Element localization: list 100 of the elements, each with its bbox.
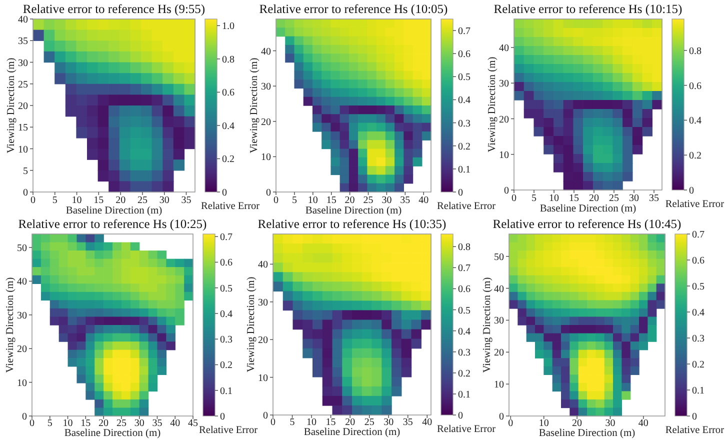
y-axis-title: Viewing Direction (m) xyxy=(246,276,257,372)
chart-title: Relative error to reference Hs (10:45) xyxy=(492,217,682,231)
x-tick-label: 20 xyxy=(116,195,126,206)
color-bar-label: 0.6 xyxy=(458,49,470,60)
y-tick-label: 0 xyxy=(504,186,509,196)
color-bar-label: 0.5 xyxy=(692,282,704,292)
y-tick-label: 10 xyxy=(499,150,509,161)
color-bar-label: 0.6 xyxy=(220,258,232,269)
x-tick-label: 20 xyxy=(344,195,355,206)
y-tick-label: 50 xyxy=(17,242,27,254)
y-axis-title: Viewing Direction (m) xyxy=(482,276,493,373)
x-tick-label: 35 xyxy=(181,195,192,206)
y-axis-title: Viewing Direction (m) xyxy=(6,57,17,154)
y-tick-label: 30 xyxy=(499,78,509,90)
color-bar-label: 0.2 xyxy=(458,368,470,380)
x-tick-label: 30 xyxy=(605,418,616,429)
x-tick-label: 25 xyxy=(137,195,148,206)
x-tick-label: 10 xyxy=(308,195,318,206)
y-tick-label: 20 xyxy=(258,335,268,346)
y-tick-label: 10 xyxy=(17,378,27,389)
chart-title: Relative error to reference Hs (10:15) xyxy=(494,2,682,16)
color-bar-label: 0.3 xyxy=(220,334,232,346)
y-tick-label: 20 xyxy=(17,344,27,356)
color-bar-title: Relative Error xyxy=(665,425,725,436)
x-tick-label: 30 xyxy=(134,418,144,429)
x-tick-label: 30 xyxy=(382,195,392,206)
x-tick-label: 35 xyxy=(400,195,410,206)
y-tick-label: 30 xyxy=(18,58,28,69)
x-tick-label: 25 xyxy=(364,417,374,428)
x-tick-label: 0 xyxy=(30,195,36,206)
color-bar-title: Relative Error xyxy=(201,201,260,212)
color-bar-label: 0.4 xyxy=(222,120,234,132)
x-tick-label: 40 xyxy=(418,195,429,206)
y-tick-label: 30 xyxy=(258,297,268,308)
y-tick-label: 20 xyxy=(494,348,504,359)
color-bar-label: 0.1 xyxy=(458,389,470,400)
y-tick-label: 20 xyxy=(499,114,509,126)
color-bar-label: 0.2 xyxy=(689,150,702,162)
y-tick-label: 30 xyxy=(17,310,27,322)
x-tick-label: 15 xyxy=(94,195,104,206)
color-bar-label: 0.3 xyxy=(692,334,704,344)
y-tick-label: 10 xyxy=(494,380,504,391)
color-bar-label: 0.6 xyxy=(692,256,704,266)
color-bar-label: 0.5 xyxy=(458,72,470,84)
x-tick-label: 10 xyxy=(306,417,317,428)
x-tick-label: 30 xyxy=(159,195,170,206)
chart-title: Relative error to reference Hs (9:55) xyxy=(22,2,206,16)
x-tick-label: 15 xyxy=(326,195,336,206)
color-bar-label: 0.8 xyxy=(689,46,702,57)
chart-title: Relative error to reference Hs (10:25) xyxy=(18,217,207,231)
x-axis-title: Baseline Direction (m) xyxy=(540,204,637,214)
x-tick-label: 35 xyxy=(649,193,659,204)
x-tick-label: 5 xyxy=(532,193,536,204)
color-bar-label: 0.4 xyxy=(458,326,470,338)
color-bar-label: 0.4 xyxy=(458,95,470,106)
color-bar-label: 0.6 xyxy=(689,80,702,92)
x-tick-label: 20 xyxy=(345,417,356,428)
x-tick-label: 20 xyxy=(589,193,599,204)
x-tick-label: 5 xyxy=(290,417,295,428)
x-tick-label: 20 xyxy=(98,418,109,429)
x-tick-label: 10 xyxy=(62,418,73,429)
x-tick-label: 10 xyxy=(538,418,549,429)
x-axis-title: Baseline Direction (m) xyxy=(538,428,636,439)
y-tick-label: 40 xyxy=(258,260,268,271)
color-bar-label: 0.4 xyxy=(692,308,704,318)
color-bar-label: 0.1 xyxy=(692,386,704,396)
y-tick-label: 40 xyxy=(499,43,509,54)
color-bar-label: 0.7 xyxy=(458,263,470,274)
x-tick-label: 10 xyxy=(549,193,559,204)
x-tick-label: 45 xyxy=(188,418,198,429)
chart-title: Relative error to reference Hs (10:35) xyxy=(258,217,446,231)
color-bar-title: Relative Error xyxy=(665,199,725,210)
y-tick-label: 35 xyxy=(18,36,28,48)
y-axis-title: Viewing Direction (m) xyxy=(487,56,498,152)
x-tick-label: 5 xyxy=(52,195,58,206)
x-tick-label: 15 xyxy=(569,193,579,204)
x-tick-label: 25 xyxy=(609,193,619,204)
color-bar-label: 0.4 xyxy=(689,116,702,127)
x-tick-label: 5 xyxy=(292,195,297,206)
y-tick-label: 30 xyxy=(261,82,271,93)
y-tick-label: 5 xyxy=(23,166,28,177)
y-tick-label: 40 xyxy=(494,284,504,295)
x-axis-title: Baseline Direction (m) xyxy=(305,206,402,216)
color-bar-label: 0.6 xyxy=(458,284,470,296)
color-bar-label: 0.7 xyxy=(220,232,232,244)
x-axis-title: Baseline Direction (m) xyxy=(64,428,162,439)
color-bar-title: Relative Error xyxy=(199,425,258,436)
x-axis-title: Baseline Direction (m) xyxy=(304,427,401,438)
color-bar-label: 0.5 xyxy=(220,283,232,294)
color-bar-label: 0.8 xyxy=(222,54,234,66)
color-bar-label: 0.1 xyxy=(458,164,470,176)
y-tick-label: 40 xyxy=(18,14,28,26)
color-bar-label: 0.2 xyxy=(692,360,704,370)
y-tick-label: 15 xyxy=(18,122,28,134)
y-tick-label: 10 xyxy=(18,144,28,156)
color-bar-title: Relative Error xyxy=(437,424,496,435)
x-tick-label: 25 xyxy=(363,195,374,206)
y-axis-title: Viewing Direction (m) xyxy=(5,276,16,373)
x-tick-label: 35 xyxy=(152,418,162,429)
x-tick-label: 5 xyxy=(47,418,52,429)
